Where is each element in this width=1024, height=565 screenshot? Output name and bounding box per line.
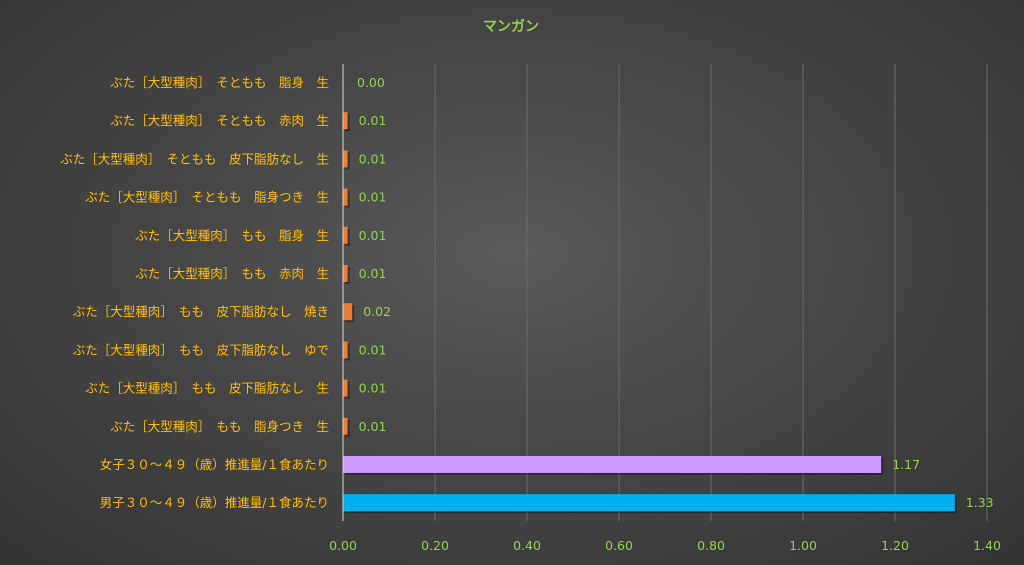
bar (343, 226, 348, 244)
category-label: ぶた［大型種肉］ もも 赤肉 生 (135, 266, 329, 281)
bar (343, 188, 348, 206)
bar (343, 303, 353, 321)
x-tick-label: 1.00 (789, 538, 817, 553)
value-label: 0.01 (359, 342, 387, 357)
x-tick-label: 1.20 (881, 538, 909, 553)
value-label: 1.33 (966, 495, 994, 510)
x-axis-tick-labels: 0.00 0.20 0.40 0.60 0.80 1.00 1.20 1.40 (329, 538, 1001, 553)
bar (343, 150, 348, 168)
x-tick-label: 0.20 (421, 538, 449, 553)
category-label: ぶた［大型種肉］ そともも 赤肉 生 (110, 113, 329, 128)
value-label: 0.01 (359, 228, 387, 243)
value-label: 0.00 (357, 75, 385, 90)
x-tick-label: 0.40 (513, 538, 541, 553)
x-tick-label: 0.60 (605, 538, 633, 553)
bar (343, 417, 348, 435)
value-label: 0.01 (359, 113, 387, 128)
category-label: ぶた［大型種肉］ そともも 脂身つき 生 (85, 190, 329, 205)
bar (343, 265, 348, 282)
value-label: 0.01 (359, 419, 387, 434)
category-label: ぶた［大型種肉］ もも 皮下脂肪なし 焼き (73, 304, 329, 319)
x-tick-label: 0.00 (329, 538, 357, 553)
value-labels: 0.00 0.01 0.01 0.01 0.01 0.01 0.02 0.01 0.01 0.01… (357, 75, 994, 510)
x-tick-label: 1.40 (973, 538, 1001, 553)
value-label: 0.01 (359, 151, 387, 166)
value-label: 0.01 (359, 381, 387, 396)
chart-title: マンガン (483, 19, 539, 35)
bars (343, 112, 957, 514)
category-label: ぶた［大型種肉］ もも 皮下脂肪なし 生 (85, 381, 329, 396)
bar (343, 341, 348, 359)
bar (343, 112, 348, 130)
category-label: ぶた［大型種肉］ そともも 皮下脂肪なし 生 (60, 151, 329, 166)
category-label: ぶた［大型種肉］ そともも 脂身 生 (110, 75, 329, 90)
category-label: 女子３０～４９（歳）推進量/１食あたり (100, 457, 329, 472)
value-label: 1.17 (892, 457, 920, 472)
bar (343, 379, 348, 397)
value-label: 0.02 (363, 304, 391, 319)
category-label: 男子３０～４９（歳）推進量/１食あたり (100, 495, 329, 510)
value-label: 0.01 (359, 190, 387, 205)
x-tick-label: 0.80 (697, 538, 725, 553)
bar (343, 494, 955, 512)
bar (343, 456, 882, 473)
category-label: ぶた［大型種肉］ もも 脂身つき 生 (110, 419, 329, 434)
value-label: 0.01 (359, 266, 387, 281)
category-label: ぶた［大型種肉］ もも 皮下脂肪なし ゆで (73, 342, 329, 357)
gridlines (434, 64, 988, 521)
category-labels: ぶた［大型種肉］ そともも 脂身 生ぶた［大型種肉］ そともも 赤肉 生ぶた［大… (60, 75, 329, 510)
category-label: ぶた［大型種肉］ もも 脂身 生 (135, 228, 329, 243)
